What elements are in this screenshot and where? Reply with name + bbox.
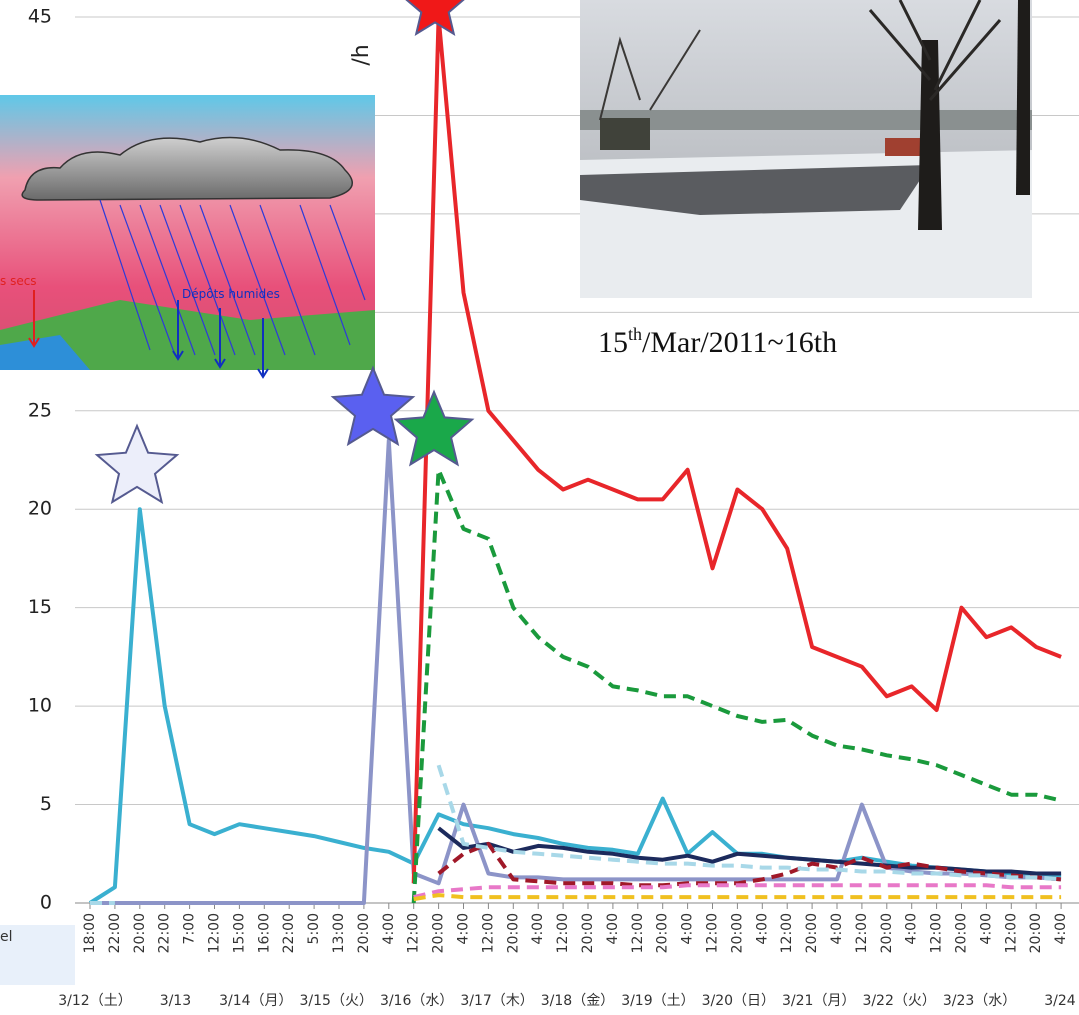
x-tick-label: 12:00 xyxy=(630,913,646,953)
x-tick-label: 7:00 xyxy=(182,913,198,944)
x-tick-label: 20:00 xyxy=(655,913,671,953)
x-tick-label: 12:00 xyxy=(480,913,496,953)
x-tick-label: 12:00 xyxy=(854,913,870,953)
y-tick-label: 15 xyxy=(28,596,52,618)
x-tick-label: 20:00 xyxy=(431,913,447,953)
caption-sup: th xyxy=(628,324,642,344)
data-line xyxy=(414,470,1061,903)
x-tick-label: 12:00 xyxy=(207,913,223,953)
x-tick-label: 4:00 xyxy=(978,913,994,944)
wet-deposition-label: Dépôts humides xyxy=(182,287,280,301)
star-marker xyxy=(333,368,413,444)
x-tick-label: 22:00 xyxy=(157,913,173,953)
cropped-label: el xyxy=(0,929,13,945)
photo-caption: 15th/Mar/2011~16th xyxy=(598,324,837,359)
date-label: 3/23（水） xyxy=(943,993,1016,1009)
y-tick-label: 45 xyxy=(28,6,52,28)
x-tick-label: 13:00 xyxy=(331,913,347,953)
x-tick-label: 20:00 xyxy=(505,913,521,953)
x-tick-label: 4:00 xyxy=(829,913,845,944)
x-tick-label: 20:00 xyxy=(729,913,745,953)
x-tick-label: 4:00 xyxy=(530,913,546,944)
y-tick-label: 20 xyxy=(28,498,52,520)
date-label: 3/16（水） xyxy=(380,993,453,1009)
x-tick-label: 22:00 xyxy=(281,913,297,953)
x-tick-label: 12:00 xyxy=(1003,913,1019,953)
x-tick-label: 15:00 xyxy=(231,913,247,953)
x-tick-label: 20:00 xyxy=(132,913,148,953)
caption-rest: /Mar/2011~16th xyxy=(642,326,837,359)
x-tick-label: 4:00 xyxy=(605,913,621,944)
x-tick-label: 4:00 xyxy=(904,913,920,944)
x-tick-label: 20:00 xyxy=(804,913,820,953)
date-label: 3/17（木） xyxy=(460,993,533,1009)
date-label: 3/13 xyxy=(160,993,191,1009)
data-line xyxy=(90,765,1061,903)
x-tick-label: 12:00 xyxy=(555,913,571,953)
star-marker xyxy=(97,426,177,502)
date-label: 3/12（土） xyxy=(58,993,131,1009)
x-tick-label: 12:00 xyxy=(779,913,795,953)
date-label: 3/19（土） xyxy=(621,993,694,1009)
x-tick-label: 20:00 xyxy=(1028,913,1044,953)
x-tick-label: 4:00 xyxy=(1053,913,1069,944)
x-tick-label: 12:00 xyxy=(929,913,945,953)
x-tick-label: 22:00 xyxy=(107,913,123,953)
x-tick-label: 20:00 xyxy=(580,913,596,953)
deposition-diagram: s secs Dépôts humides xyxy=(0,95,375,377)
dry-deposition-label: s secs xyxy=(0,274,37,288)
x-tick-label: 20:00 xyxy=(879,913,895,953)
x-tick-label: 4:00 xyxy=(754,913,770,944)
date-label: 3/18（金） xyxy=(541,993,614,1009)
y-tick-label: 5 xyxy=(40,793,52,815)
date-label: 3/22（火） xyxy=(862,993,935,1009)
x-tick-label: 4:00 xyxy=(680,913,696,944)
y-tick-label: 0 xyxy=(40,892,52,914)
date-label: 3/14（月） xyxy=(219,993,292,1009)
x-tick-label: 4:00 xyxy=(381,913,397,944)
x-tick-label: 12:00 xyxy=(406,913,422,953)
x-tick-label: 5:00 xyxy=(306,913,322,944)
caption-day: 15 xyxy=(598,326,628,359)
slide: 05101520253035404518:0022:0020:0022:007:… xyxy=(0,0,1079,1015)
x-tick-label: 20:00 xyxy=(954,913,970,953)
x-tick-label: 12:00 xyxy=(705,913,721,953)
y-tick-label: 10 xyxy=(28,695,52,717)
x-tick-label: 4:00 xyxy=(456,913,472,944)
date-label: 3/20（日） xyxy=(702,993,775,1009)
photo xyxy=(580,0,1032,298)
x-tick-label: 18:00 xyxy=(82,913,98,953)
date-label: 3/21（月） xyxy=(782,993,855,1009)
y-axis-unit: /h xyxy=(349,44,374,65)
date-label: 3/15（火） xyxy=(300,993,373,1009)
x-tick-label: 16:00 xyxy=(256,913,272,953)
y-tick-label: 25 xyxy=(28,399,52,421)
data-line xyxy=(414,895,1061,899)
date-label: 3/24 xyxy=(1044,993,1076,1009)
x-tick-label: 20:00 xyxy=(356,913,372,953)
